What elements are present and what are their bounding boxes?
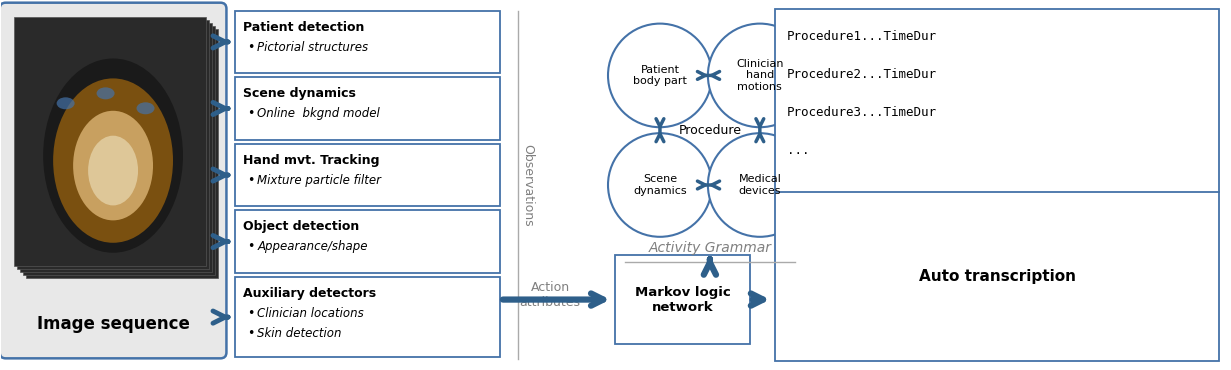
Ellipse shape: [53, 78, 174, 243]
Text: •: •: [247, 41, 255, 54]
Ellipse shape: [43, 58, 183, 253]
Text: Activity Grammar: Activity Grammar: [649, 241, 772, 255]
Ellipse shape: [96, 87, 114, 99]
Text: Procedure3...TimeDur: Procedure3...TimeDur: [787, 106, 937, 119]
Bar: [14, 17, 207, 266]
Circle shape: [608, 24, 712, 127]
Text: Patient
body part: Patient body part: [633, 65, 687, 86]
Circle shape: [708, 24, 811, 127]
Ellipse shape: [57, 97, 75, 109]
Text: Scene
dynamics: Scene dynamics: [633, 174, 687, 196]
Text: Clinician locations: Clinician locations: [257, 307, 364, 320]
Text: Skin detection: Skin detection: [257, 327, 342, 340]
Text: Patient detection: Patient detection: [244, 21, 364, 34]
Text: Scene dynamics: Scene dynamics: [244, 87, 356, 100]
Text: Object detection: Object detection: [244, 220, 359, 233]
Text: Clinician
hand
motions: Clinician hand motions: [736, 59, 784, 92]
FancyBboxPatch shape: [0, 3, 227, 359]
Bar: [26, 28, 218, 278]
Bar: [616, 255, 750, 344]
Text: Pictorial structures: Pictorial structures: [257, 41, 368, 54]
Text: •: •: [247, 174, 255, 186]
Bar: [235, 11, 500, 73]
Text: Markov logic
network: Markov logic network: [634, 286, 730, 313]
Text: Appearance/shape: Appearance/shape: [257, 240, 368, 253]
Bar: [235, 277, 500, 357]
Bar: [774, 9, 1220, 361]
Ellipse shape: [137, 102, 155, 114]
Text: •: •: [247, 307, 255, 320]
Bar: [235, 77, 500, 140]
Bar: [235, 210, 500, 273]
Bar: [17, 20, 209, 269]
Text: •: •: [247, 107, 255, 120]
Text: Hand mvt. Tracking: Hand mvt. Tracking: [244, 154, 380, 167]
Ellipse shape: [73, 111, 153, 221]
Bar: [235, 144, 500, 206]
Text: Medical
devices: Medical devices: [739, 174, 782, 196]
Text: Observations: Observations: [522, 144, 534, 226]
Text: Procedure2...TimeDur: Procedure2...TimeDur: [787, 68, 937, 81]
Text: Procedure: Procedure: [678, 124, 741, 137]
Text: •: •: [247, 327, 255, 340]
Text: Auxiliary detectors: Auxiliary detectors: [244, 287, 377, 300]
Bar: [20, 23, 213, 272]
Text: Image sequence: Image sequence: [37, 316, 190, 333]
Ellipse shape: [89, 136, 138, 205]
Circle shape: [608, 133, 712, 237]
Text: Auto transcription: Auto transcription: [918, 269, 1076, 284]
Text: Action
attributes: Action attributes: [519, 280, 581, 309]
Bar: [22, 26, 215, 275]
Circle shape: [708, 133, 811, 237]
Text: ...: ...: [787, 144, 809, 157]
Text: Mixture particle filter: Mixture particle filter: [257, 174, 382, 186]
Text: •: •: [247, 240, 255, 253]
Text: Online  bkgnd model: Online bkgnd model: [257, 107, 380, 120]
Text: Procedure1...TimeDur: Procedure1...TimeDur: [787, 30, 937, 43]
